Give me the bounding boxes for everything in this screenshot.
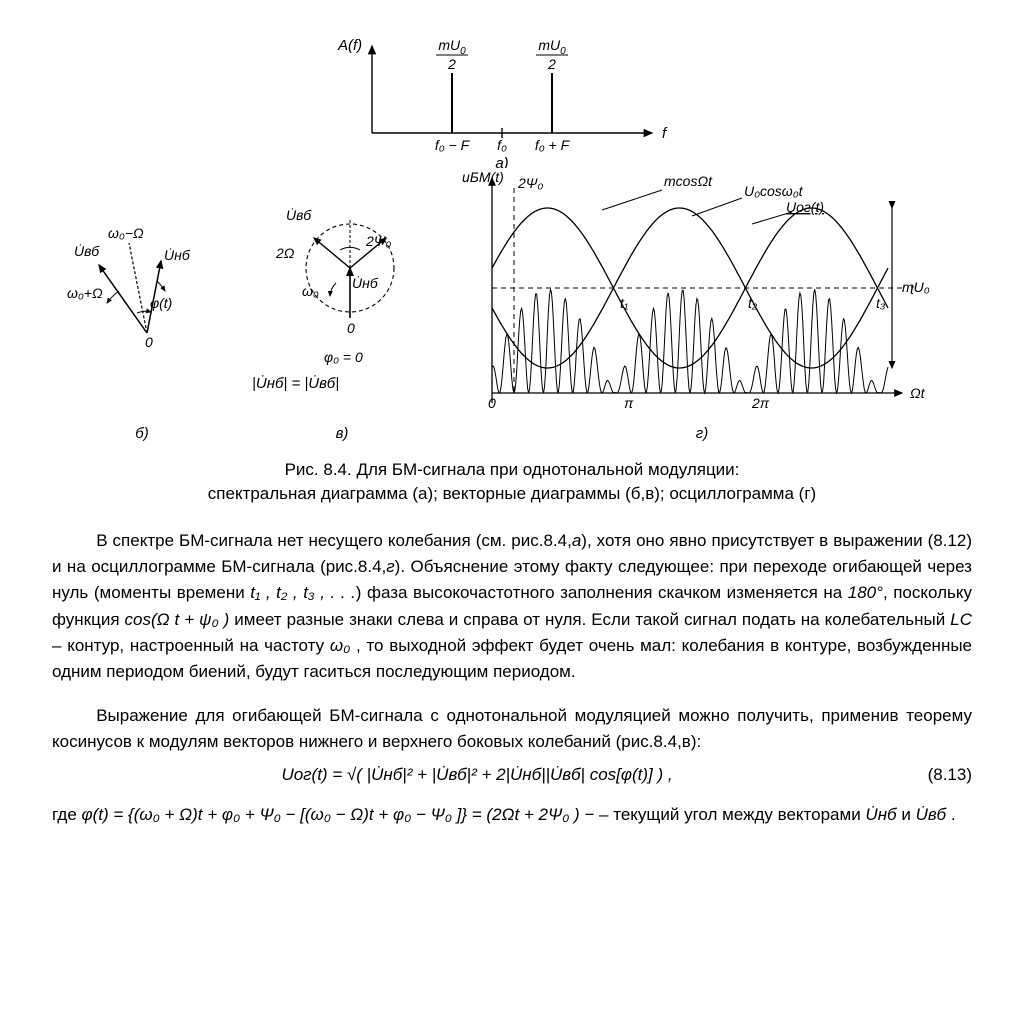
svg-text:mcosΩt: mcosΩt: [664, 173, 713, 189]
svg-text:ω₀+Ω: ω₀+Ω: [67, 285, 103, 301]
svg-text:t₂: t₂: [748, 295, 758, 311]
svg-text:ω₀−Ω: ω₀−Ω: [108, 225, 144, 241]
svg-text:0: 0: [488, 395, 496, 411]
svg-text:2: 2: [447, 56, 456, 72]
figure-v-vector: 0 U̇вб 2Ω 2Ψ₀ U̇нб ω₀ φ₀ = 0 |U̇нб| = |U…: [232, 168, 452, 448]
svg-text:π: π: [624, 395, 634, 411]
svg-text:mU0: mU0: [438, 37, 466, 57]
svg-text:φ₀ = 0: φ₀ = 0: [324, 349, 363, 365]
svg-text:2: 2: [547, 56, 556, 72]
paragraph-1: В спектре БМ-сигнала нет несущего колеба…: [52, 528, 972, 686]
svg-text:t₃: t₃: [876, 295, 886, 311]
svg-text:f₀ + F: f₀ + F: [535, 137, 571, 153]
equality-label: |U̇нб| = |U̇вб|: [252, 375, 339, 392]
figure-row-bvg: 0 U̇вб U̇нб ω₀−Ω ω₀+Ω φ(t) б): [52, 168, 972, 448]
equation-8-13: Uог(t) = √( |U̇нб|² + |U̇вб|² + 2|U̇нб||…: [52, 765, 972, 785]
svg-text:φ(t): φ(t): [150, 295, 172, 311]
svg-text:U̇вб: U̇вб: [286, 207, 312, 223]
paragraph-2: Выражение для огибающей БМ-сигнала с одн…: [52, 703, 972, 756]
svg-text:f₀ − F: f₀ − F: [435, 137, 471, 153]
paragraph-3: где φ(t) = {(ω₀ + Ω)t + φ₀ + Ψ₀ − [(ω₀ −…: [52, 802, 972, 828]
svg-text:U̇нб: U̇нб: [164, 247, 191, 263]
svg-text:Uог(t): Uог(t): [786, 199, 824, 215]
svg-text:2π: 2π: [751, 395, 770, 411]
svg-text:f₀: f₀: [497, 137, 507, 153]
x-axis-label: f: [662, 125, 668, 142]
svg-text:uБМ(t): uБМ(t): [462, 169, 504, 185]
figure-b-vector: 0 U̇вб U̇нб ω₀−Ω ω₀+Ω φ(t) б): [52, 168, 232, 448]
svg-text:0: 0: [347, 320, 355, 336]
figure-caption: Рис. 8.4. Для БМ-сигнала при однотональн…: [52, 458, 972, 506]
svg-text:U₀cosω₀t: U₀cosω₀t: [744, 183, 804, 199]
figure-a-spectrum: A(f) f mU0 2 mU0 2 f₀ − F f₀ f₀ + F а): [332, 28, 692, 168]
svg-text:t₁: t₁: [620, 295, 629, 311]
fig-v-sublabel: в): [336, 425, 349, 442]
fig-b-sublabel: б): [135, 425, 148, 442]
y-axis-label: A(f): [337, 37, 362, 54]
svg-text:mU₀: mU₀: [902, 279, 930, 295]
fig-g-sublabel: г): [696, 425, 708, 442]
svg-text:U̇нб: U̇нб: [352, 275, 379, 291]
fig-a-sublabel: а): [495, 155, 508, 168]
svg-text:ω₀: ω₀: [302, 283, 319, 299]
svg-text:2Ψ₀: 2Ψ₀: [365, 233, 391, 249]
svg-text:0: 0: [145, 334, 153, 350]
svg-text:2Ψ₀: 2Ψ₀: [517, 175, 543, 191]
svg-text:mU0: mU0: [538, 37, 566, 57]
figure-a-wrapper: A(f) f mU0 2 mU0 2 f₀ − F f₀ f₀ + F а): [52, 28, 972, 168]
svg-text:2Ω: 2Ω: [275, 245, 295, 261]
figure-g-oscillogram: uБМ(t) 2Ψ₀ mcosΩt U₀cosω₀t Uог(t) mU₀ t …: [452, 168, 952, 448]
svg-text:Ωt: Ωt: [910, 385, 926, 401]
svg-text:U̇вб: U̇вб: [74, 243, 100, 259]
